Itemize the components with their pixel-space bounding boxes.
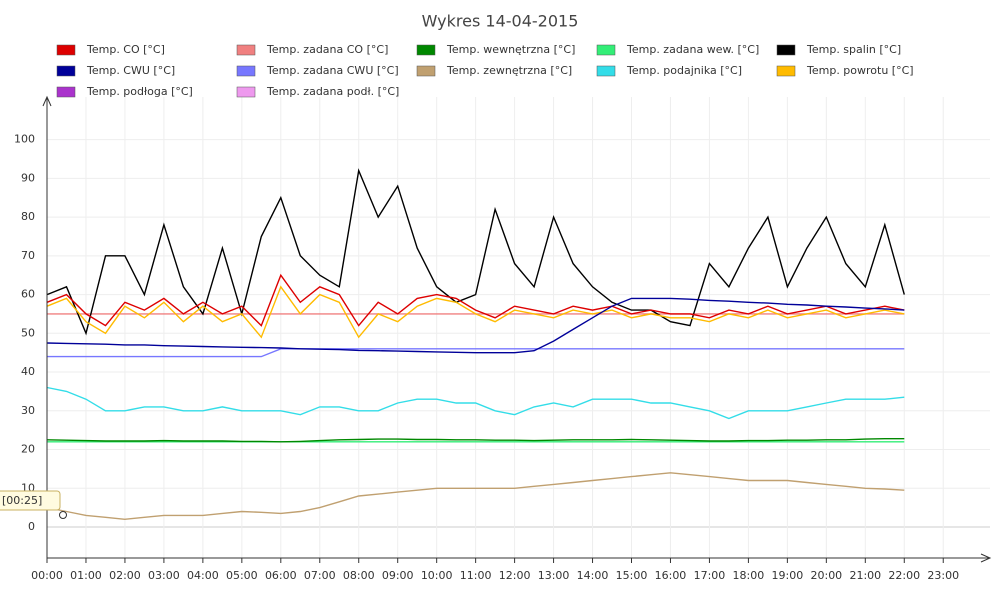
tooltip-text: [00:25]: [2, 494, 42, 507]
y-tick-label: 80: [21, 210, 35, 223]
legend-swatch: [56, 65, 76, 77]
legend-label: Temp. CO [°C]: [86, 43, 165, 56]
legend-swatch: [596, 65, 616, 77]
legend-swatch: [236, 65, 256, 77]
x-tick-label: 14:00: [577, 569, 609, 582]
y-tick-label: 30: [21, 404, 35, 417]
x-tick-label: 03:00: [148, 569, 180, 582]
legend-swatch: [776, 65, 796, 77]
x-tick-label: 20:00: [810, 569, 842, 582]
legend-label: Temp. zewnętrzna [°C]: [446, 64, 572, 77]
legend-label: Temp. powrotu [°C]: [806, 64, 914, 77]
legend-label: Temp. CWU [°C]: [86, 64, 175, 77]
legend-swatch: [776, 44, 796, 56]
tooltip-box: [0, 490, 61, 511]
legend-label: Temp. wewnętrzna [°C]: [446, 43, 575, 56]
x-tick-label: 12:00: [499, 569, 531, 582]
x-tick-label: 22:00: [888, 569, 920, 582]
series-line: [46, 285, 905, 339]
legend-swatch: [236, 86, 256, 98]
x-tick-label: 11:00: [460, 569, 492, 582]
x-tick-label: 01:00: [70, 569, 102, 582]
x-tick-label: 18:00: [733, 569, 765, 582]
x-tick-label: 13:00: [538, 569, 570, 582]
series-line: [46, 273, 905, 327]
legend-label: Temp. zadana CO [°C]: [266, 43, 388, 56]
axes: [42, 95, 992, 563]
y-tick-label: 100: [14, 133, 35, 146]
x-tick-label: 21:00: [849, 569, 881, 582]
legend-swatch: [56, 86, 76, 98]
legend-swatch: [596, 44, 616, 56]
legend-label: Temp. zadana wew. [°C]: [626, 43, 759, 56]
legend-label: Temp. podajnika [°C]: [626, 64, 742, 77]
y-tick-label: 60: [21, 288, 35, 301]
tooltip-marker: [59, 511, 67, 519]
x-tick-label: 02:00: [109, 569, 141, 582]
legend-label: Temp. spalin [°C]: [806, 43, 901, 56]
x-tick-label: 08:00: [343, 569, 375, 582]
series-line: [46, 297, 905, 354]
y-tick-label: 20: [21, 443, 35, 456]
x-tick-label: 06:00: [265, 569, 297, 582]
x-tick-label: 19:00: [772, 569, 804, 582]
series-line: [46, 386, 905, 420]
y-tick-label: 50: [21, 326, 35, 339]
legend-swatch: [416, 65, 436, 77]
x-tick-label: 15:00: [616, 569, 648, 582]
series-line: [46, 168, 905, 336]
legend-swatch: [56, 44, 76, 56]
x-tick-label: 17:00: [694, 569, 726, 582]
y-tick-label: 40: [21, 365, 35, 378]
legend-swatch: [236, 44, 256, 56]
x-tick-label: 07:00: [304, 569, 336, 582]
x-tick-label: 04:00: [187, 569, 219, 582]
y-tick-label: 70: [21, 249, 35, 262]
y-tick-label: 90: [21, 171, 35, 184]
series-line: [46, 438, 905, 443]
x-tick-label: 23:00: [927, 569, 959, 582]
x-tick-label: 00:00: [31, 569, 63, 582]
x-tick-label: 09:00: [382, 569, 414, 582]
legend-label: Temp. zadana podł. [°C]: [266, 85, 399, 98]
x-tick-label: 10:00: [421, 569, 453, 582]
series-line: [47, 348, 905, 358]
series-line: [46, 472, 905, 521]
chart-title: Wykres 14-04-2015: [422, 12, 579, 31]
legend-label: Temp. podłoga [°C]: [86, 85, 193, 98]
y-tick-label: 0: [28, 520, 35, 533]
legend-swatch: [416, 44, 436, 56]
legend-label: Temp. zadana CWU [°C]: [266, 64, 399, 77]
x-tick-label: 05:00: [226, 569, 258, 582]
x-tick-label: 16:00: [655, 569, 687, 582]
